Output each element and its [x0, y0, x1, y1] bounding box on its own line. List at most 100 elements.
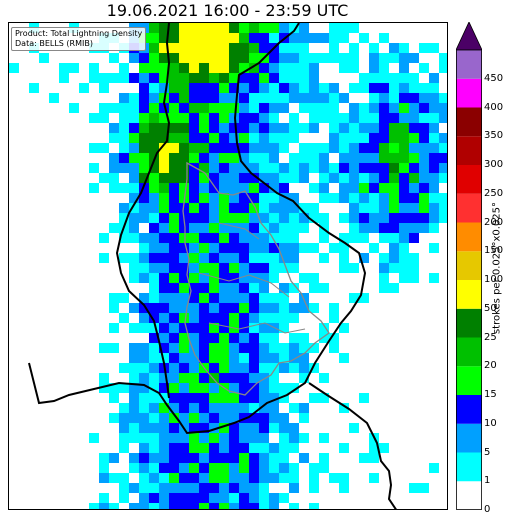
density-cell: [269, 83, 279, 93]
density-cell: [219, 83, 229, 93]
density-cell: [179, 163, 189, 173]
density-cell: [189, 493, 199, 503]
density-cell: [269, 203, 279, 213]
density-cell: [189, 113, 199, 123]
density-cell: [199, 223, 209, 233]
density-cell: [319, 113, 329, 123]
density-cell: [149, 343, 159, 353]
density-cell: [249, 213, 259, 223]
density-cell: [129, 403, 139, 413]
density-cell: [399, 123, 409, 133]
density-cell: [149, 223, 159, 233]
density-cell: [169, 363, 179, 373]
density-cell: [209, 483, 219, 493]
density-cell: [289, 153, 299, 163]
density-cell: [149, 443, 159, 453]
density-cell: [199, 213, 209, 223]
density-cell: [279, 353, 289, 363]
density-cell: [219, 73, 229, 83]
density-cell: [319, 253, 329, 263]
density-cell: [109, 73, 119, 83]
density-cell: [239, 33, 249, 43]
density-cell: [179, 93, 189, 103]
density-cell: [389, 133, 399, 143]
density-cell: [159, 53, 169, 63]
density-cell: [309, 153, 319, 163]
density-cell: [109, 323, 119, 333]
density-cell: [299, 353, 309, 363]
density-cell: [119, 153, 129, 163]
density-cell: [259, 193, 269, 203]
density-cell: [259, 63, 269, 73]
density-cell: [169, 393, 179, 403]
density-cell: [319, 83, 329, 93]
density-cell: [119, 293, 129, 303]
density-cell: [149, 163, 159, 173]
density-cell: [289, 223, 299, 233]
density-cell: [129, 433, 139, 443]
density-cell: [289, 433, 299, 443]
density-cell: [129, 143, 139, 153]
density-cell: [309, 303, 319, 313]
density-cell: [369, 63, 379, 73]
density-cell: [389, 83, 399, 93]
density-cell: [149, 63, 159, 73]
density-cell: [209, 303, 219, 313]
density-cell: [249, 413, 259, 423]
density-cell: [169, 413, 179, 423]
density-cell: [159, 253, 169, 263]
density-cell: [389, 203, 399, 213]
density-cell: [419, 483, 429, 493]
density-cell: [379, 193, 389, 203]
density-cell: [189, 253, 199, 263]
density-cell: [89, 73, 99, 83]
density-cell: [139, 53, 149, 63]
density-cell: [169, 373, 179, 383]
density-cell: [369, 473, 379, 483]
density-cell: [239, 353, 249, 363]
density-cell: [399, 143, 409, 153]
density-cell: [249, 243, 259, 253]
density-cell: [239, 363, 249, 373]
density-cell: [239, 163, 249, 173]
density-cell: [379, 33, 389, 43]
density-cell: [149, 233, 159, 243]
density-cell: [69, 103, 79, 113]
density-cell: [169, 183, 179, 193]
density-cell: [169, 503, 179, 509]
density-cell: [109, 383, 119, 393]
density-cell: [49, 93, 59, 103]
density-cell: [259, 283, 269, 293]
density-cell: [249, 393, 259, 403]
density-cell: [339, 183, 349, 193]
density-cell: [219, 93, 229, 103]
density-cell: [369, 73, 379, 83]
density-cell: [429, 223, 439, 233]
density-cell: [129, 483, 139, 493]
density-cell: [349, 153, 359, 163]
density-cell: [229, 213, 239, 223]
density-cell: [139, 293, 149, 303]
density-cell: [379, 233, 389, 243]
density-cell: [179, 323, 189, 333]
density-cell: [239, 273, 249, 283]
density-cell: [219, 433, 229, 443]
density-cell: [179, 373, 189, 383]
density-cell: [309, 363, 319, 373]
density-cell: [179, 343, 189, 353]
density-cell: [219, 483, 229, 493]
density-cell: [199, 383, 209, 393]
density-cell: [409, 103, 419, 113]
density-cell: [209, 213, 219, 223]
density-cell: [249, 183, 259, 193]
density-cell: [99, 73, 109, 83]
density-cell: [159, 123, 169, 133]
density-cell: [399, 113, 409, 123]
density-cell: [139, 123, 149, 133]
density-cell: [109, 453, 119, 463]
density-cell: [149, 433, 159, 443]
density-cell: [189, 263, 199, 273]
density-cell: [219, 343, 229, 353]
density-cell: [239, 143, 249, 153]
density-cell: [209, 243, 219, 253]
